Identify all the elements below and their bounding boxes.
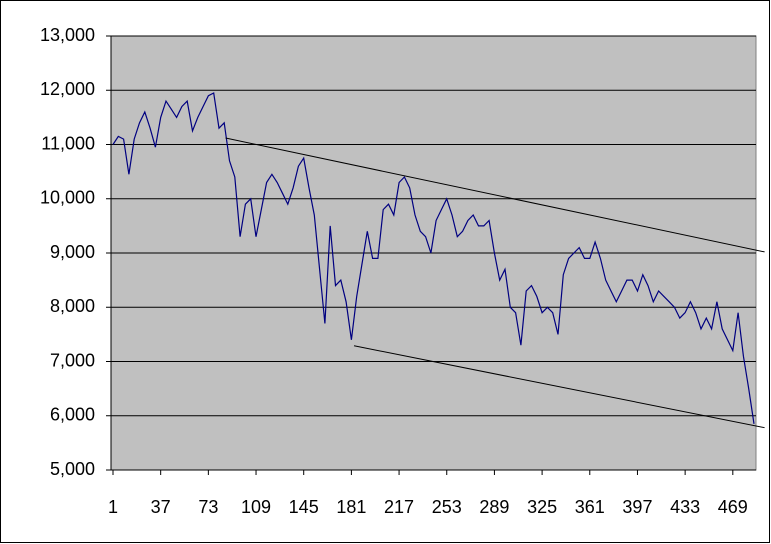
- x-tick-label: 37: [151, 497, 171, 517]
- x-tick-label: 361: [575, 497, 605, 517]
- y-tick-label: 13,000: [40, 25, 95, 45]
- y-tick-label: 7,000: [50, 350, 95, 370]
- x-tick-label: 469: [718, 497, 748, 517]
- trend-line: [225, 137, 765, 253]
- x-tick-label: 181: [336, 497, 366, 517]
- y-tick-label: 6,000: [50, 405, 95, 425]
- y-tick-label: 5,000: [50, 459, 95, 479]
- x-tick-label: 325: [527, 497, 557, 517]
- x-tick-label: 217: [384, 497, 414, 517]
- y-tick-label: 10,000: [40, 188, 95, 208]
- x-tick-label: 145: [289, 497, 319, 517]
- x-tick-label: 109: [241, 497, 271, 517]
- trend-line: [353, 345, 765, 429]
- y-tick-label: 12,000: [40, 79, 95, 99]
- y-tick-label: 11,000: [41, 133, 95, 153]
- x-tick-label: 73: [198, 497, 218, 517]
- x-tick-label: 397: [622, 497, 652, 517]
- x-tick-label: 1: [108, 497, 118, 517]
- y-tick-label: 9,000: [50, 242, 95, 262]
- x-tick-label: 433: [670, 497, 700, 517]
- data-line: [112, 92, 755, 424]
- y-tick-label: 8,000: [50, 296, 95, 316]
- x-tick-label: 289: [479, 497, 509, 517]
- x-tick-label: 253: [432, 497, 462, 517]
